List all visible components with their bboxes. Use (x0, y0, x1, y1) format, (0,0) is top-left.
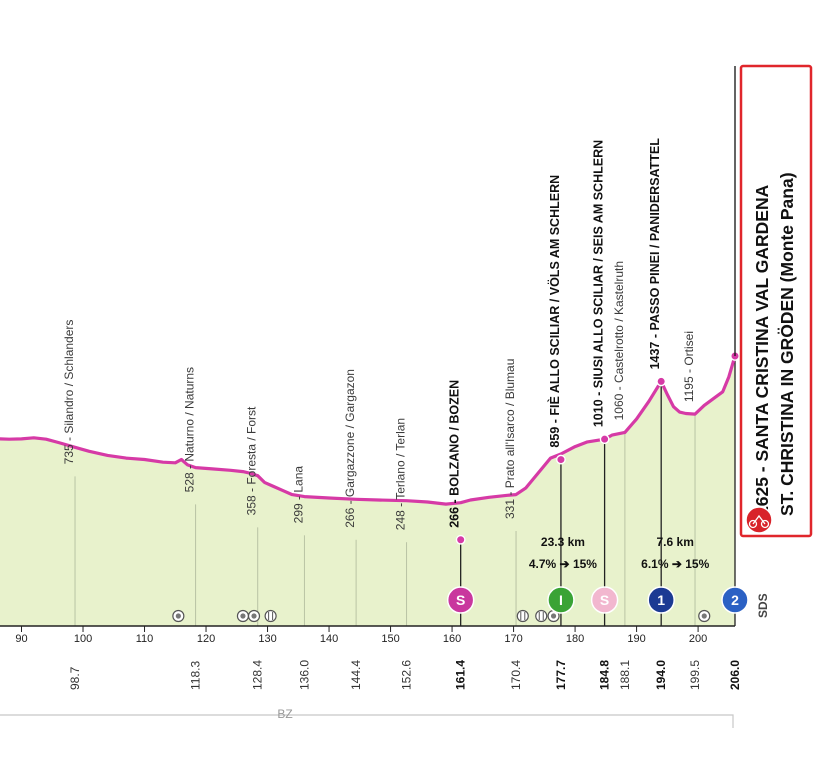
km-label: 128.4 (251, 660, 265, 690)
finish-box (739, 64, 813, 538)
tunnel-icon (698, 609, 711, 623)
crossing-icon (264, 609, 277, 623)
badge-circle (547, 586, 575, 614)
waypoint-dot (599, 434, 610, 445)
waypoint-label: 266 - BOLZANO / BOZEN (448, 380, 462, 528)
waypoint-label: 266 - Gargazzone / Gargazon (343, 369, 357, 528)
crossing-ring (264, 609, 277, 623)
tunnel-icon (236, 609, 250, 623)
waypoint-label: 1437 - PASSO PINEI / PANIDERSATTEL (648, 138, 662, 370)
finish-title-line2: ST. CHRISTINA IN GRÖDEN (Monte Pana) (777, 172, 797, 516)
x-tick-label: 120 (197, 633, 215, 645)
km-label: 152.6 (400, 660, 414, 690)
crossing-icon (535, 609, 548, 623)
waypoint-label: 331 - Prato all'Isarco / Blumau (503, 359, 517, 519)
waypoint-label: 299 - Lana (291, 466, 305, 524)
waypoint-label: 1195 - Ortisei (682, 331, 696, 402)
x-tick-label: 160 (443, 633, 461, 645)
crossing-icon (516, 609, 529, 623)
classification-badge: 1 (647, 586, 675, 614)
classification-badge: 2 (721, 586, 749, 614)
waypoint-label: 528 - Naturno / Naturns (183, 367, 197, 492)
km-label: 161.4 (454, 660, 468, 690)
sds-mark: SDS (756, 593, 770, 618)
badge-text: 1 (657, 592, 665, 608)
km-label: 136.0 (297, 660, 311, 690)
tunnel-core (550, 613, 557, 619)
finish-title-line1: 1625 - SANTA CRISTINA VAL GARDENA (752, 184, 772, 516)
km-label: 184.8 (598, 660, 612, 690)
climb-distance: 7.6 km (657, 535, 694, 549)
climb-gradients: 6.1% ➔ 15% (641, 557, 709, 571)
km-label: 188.1 (618, 660, 632, 690)
badge-text: I (559, 592, 563, 608)
waypoint-label: 1060 - Castelrotto / Kastelruth (612, 261, 626, 420)
x-tick-label: 110 (136, 633, 154, 645)
finish-icon-wheel (760, 519, 770, 529)
climb-distance: 23.3 km (541, 535, 585, 549)
waypoint-label: 358 - Foresta / Forst (245, 406, 259, 515)
crossing-ring (516, 609, 529, 623)
classification-badge: I (547, 586, 575, 614)
waypoint-dot (455, 534, 466, 545)
region-bracket (0, 714, 734, 728)
classification-badge: S (446, 586, 475, 614)
km-label: 194.0 (654, 660, 668, 690)
tunnel-core (251, 613, 257, 619)
region-label: BZ (277, 707, 292, 721)
km-label: 170.4 (509, 660, 523, 690)
finish-icon-frame (752, 514, 766, 525)
km-label: 206.0 (728, 660, 742, 690)
badge-text: S (456, 592, 465, 608)
climb-gradients: 4.7% ➔ 15% (529, 557, 597, 571)
badge-text: 2 (731, 592, 739, 608)
badge-circle (590, 586, 619, 614)
badge-circle (446, 586, 475, 614)
tunnel-core (175, 613, 181, 619)
x-tick-label: 90 (15, 633, 27, 645)
x-tick-label: 140 (320, 633, 338, 645)
waypoint-dot (656, 376, 667, 387)
finish-cyclist-icon (745, 506, 773, 534)
x-tick-label: 170 (504, 633, 522, 645)
waypoint-label: 248 - Terlano / Terlan (394, 418, 408, 530)
waypoint-label: 1010 - SIUSI ALLO SCILIAR / SEIS AM SCHL… (592, 140, 606, 427)
x-tick-label: 180 (566, 633, 584, 645)
x-tick-label: 100 (74, 633, 92, 645)
tunnel-icon (247, 609, 261, 623)
badge-circle (721, 586, 749, 614)
finish-icon-wheel (748, 519, 758, 529)
km-label: 199.5 (688, 660, 702, 690)
km-label: 98.7 (68, 666, 82, 690)
badge-text: S (600, 592, 609, 608)
crossing-ring (535, 609, 548, 623)
km-label: 177.7 (554, 660, 568, 690)
waypoint-label: 735 - Silandro / Schlanders (62, 320, 76, 465)
finish-icon-circle (745, 506, 773, 534)
x-tick-label: 150 (381, 633, 399, 645)
km-label: 118.3 (189, 661, 203, 690)
x-tick-label: 130 (258, 633, 276, 645)
x-tick-label: 200 (689, 633, 707, 645)
tunnel-core (701, 613, 707, 619)
waypoint-dot (556, 454, 566, 465)
tunnel-icon (172, 609, 185, 623)
waypoint-label: 859 - FIÈ ALLO SCILIAR / VÖLS AM SCHLERN (547, 175, 562, 448)
tunnel-core (240, 613, 246, 619)
km-label: 144.4 (349, 660, 363, 690)
x-tick-label: 190 (627, 633, 645, 645)
classification-badge: S (590, 586, 619, 614)
profile-area-fill (0, 356, 735, 626)
badge-circle (647, 586, 675, 614)
